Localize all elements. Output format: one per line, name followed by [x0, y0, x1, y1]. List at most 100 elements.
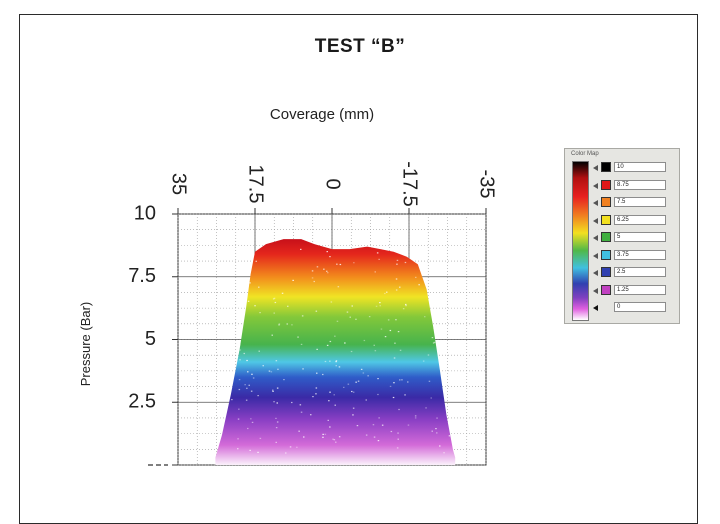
legend-value-field: 1.25 [614, 284, 666, 295]
speckle-dot [389, 329, 392, 332]
legend-swatch [601, 179, 611, 190]
speckle-dot [404, 394, 406, 396]
speckle-dot [297, 336, 299, 338]
speckle-dot [310, 414, 312, 416]
legend-item: 2.5 [593, 267, 677, 279]
speckle-dot [316, 266, 319, 268]
x-tick-label: 17.5 [245, 165, 267, 204]
speckle-dot [401, 379, 403, 381]
speckle-dot [338, 436, 341, 438]
speckle-dot [278, 324, 280, 326]
speckle-dot [257, 451, 259, 453]
speckle-dot [322, 373, 324, 376]
speckle-dot [373, 344, 375, 346]
speckle-dot [353, 262, 355, 264]
legend-value-field: 5 [614, 232, 666, 242]
legend-value-field: 10 [614, 162, 666, 172]
speckle-dot [329, 426, 331, 428]
speckle-dot [393, 357, 396, 359]
speckle-dot [255, 260, 257, 262]
speckle-dot [380, 328, 383, 330]
speckle-dot [246, 359, 248, 362]
speckle-dot [405, 303, 407, 306]
speckle-dot [427, 354, 430, 356]
speckle-dot [289, 446, 292, 448]
speckle-dot [352, 414, 354, 416]
speckle-dot [244, 384, 246, 386]
speckle-dot [355, 381, 357, 383]
speckle-dot [303, 436, 305, 438]
speckle-dot [395, 319, 397, 321]
speckle-dot [374, 271, 376, 273]
legend-swatch [601, 232, 611, 242]
speckle-dot [315, 387, 318, 389]
speckle-dot [379, 302, 381, 304]
speckle-dot [424, 316, 426, 318]
speckle-dot [250, 418, 252, 420]
speckle-dot [338, 366, 341, 368]
speckle-dot [298, 430, 300, 432]
speckle-dot [349, 316, 351, 318]
speckle-dot [250, 390, 253, 392]
speckle-dot [363, 339, 366, 342]
legend-item: 1.25 [593, 284, 677, 297]
speckle-dot [336, 263, 338, 265]
speckle-dot [329, 360, 331, 362]
speckle-dot [239, 359, 241, 361]
speckle-dot [398, 408, 400, 411]
speckle-dot [248, 384, 250, 386]
speckle-dot [249, 449, 251, 451]
speckle-dot [351, 390, 353, 393]
speckle-dot [315, 393, 317, 395]
legend-swatch [601, 214, 611, 225]
speckle-dot [335, 365, 337, 367]
speckle-dot [292, 279, 294, 281]
speckle-dot [334, 335, 336, 337]
speckle-dot [418, 284, 420, 286]
speckle-dot [428, 380, 431, 382]
speckle-dot [379, 305, 381, 307]
x-tick-label: -17.5 [399, 161, 421, 207]
speckle-dot [330, 301, 333, 303]
y-tick-label: 7.5 [128, 265, 156, 287]
speckle-dot [277, 368, 279, 370]
y-axis-label: Pressure (Bar) [78, 302, 93, 387]
speckle-dot [378, 258, 380, 260]
speckle-dot [362, 372, 365, 374]
speckle-dot [394, 342, 396, 344]
speckle-dot [273, 297, 276, 299]
speckle-dot [386, 291, 388, 293]
speckle-dot [329, 391, 331, 393]
speckle-dot [251, 421, 254, 423]
speckle-dot [276, 402, 278, 404]
speckle-dot [384, 292, 386, 295]
speckle-dot [271, 334, 273, 336]
speckle-dot [443, 452, 445, 454]
pressure-profile-area [215, 239, 456, 465]
speckle-dot [397, 438, 399, 440]
speckle-dot [384, 336, 387, 338]
speckle-dot [414, 417, 417, 419]
speckle-dot [311, 270, 314, 272]
legend-marker-icon [593, 217, 598, 224]
speckle-dot [275, 441, 277, 443]
speckle-dot [381, 424, 384, 426]
speckle-dot [326, 344, 329, 346]
legend-item: 6.25 [593, 214, 677, 227]
speckle-dot [327, 272, 329, 274]
speckle-dot [387, 319, 390, 321]
speckle-dot [238, 388, 241, 391]
speckle-dot [329, 340, 332, 343]
speckle-dot [396, 263, 398, 265]
speckle-dot [285, 452, 287, 454]
speckle-dot [272, 390, 274, 392]
speckle-dot [350, 350, 353, 353]
legend-marker-icon [593, 165, 598, 171]
color-map-legend: Color Map 10 8.75 7.5 6.25 5 3.75 2.5 1.25 0 [564, 148, 680, 324]
y-tick-label: 5 [145, 328, 156, 350]
legend-swatch [601, 284, 611, 295]
speckle-dot [254, 305, 256, 307]
speckle-dot [375, 305, 378, 307]
speckle-dot [435, 428, 437, 430]
x-axis-label: Coverage (mm) [270, 106, 374, 123]
